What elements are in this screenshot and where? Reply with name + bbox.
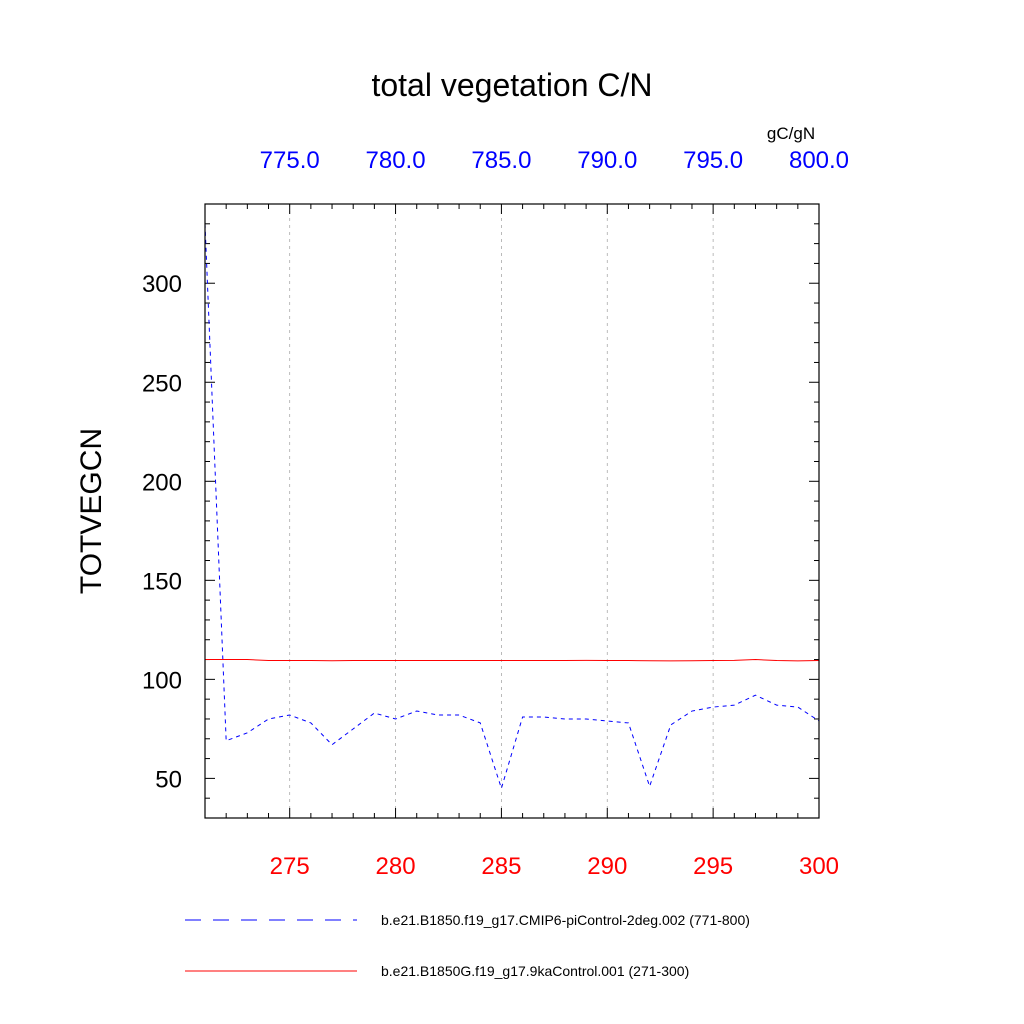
legend-label-2: b.e21.B1850G.f19_g17.9kaControl.001 (271… [381,963,689,979]
x-top-tick-label: 775.0 [260,147,320,174]
legend-label-1: b.e21.B1850.f19_g17.CMIP6-piControl-2deg… [381,912,750,928]
y-tick-label: 150 [142,568,182,595]
x-top-tick-label: 800.0 [789,147,849,174]
x-top-tick-label: 790.0 [577,147,637,174]
legend: b.e21.B1850.f19_g17.CMIP6-piControl-2deg… [185,912,750,979]
y-tick-label: 50 [155,766,182,793]
series-line-1 [204,223,820,790]
x-top-tick-label: 780.0 [366,147,426,174]
x-bottom-tick-label: 300 [799,853,839,880]
x-bottom-tick-label: 295 [693,853,733,880]
x-top-tick-label: 795.0 [683,147,743,174]
labels-layer: 50 100 150 200 250 300 275 280 285 290 295 300 775.0… [142,147,849,880]
y-tick-label: 250 [142,370,182,397]
y-axis-label: TOTVEGCN [75,428,108,594]
x-bottom-tick-label: 290 [587,853,627,880]
y-tick-label: 200 [142,469,182,496]
grid-layer [289,204,714,818]
x-bottom-tick-label: 280 [376,853,416,880]
series-line-2 [205,659,820,662]
x-bottom-tick-label: 285 [481,853,521,880]
plot-frame [204,203,820,819]
x-top-tick-label: 785.0 [471,147,531,174]
series-layer [204,223,820,790]
chart-title: total vegetation C/N [371,67,652,103]
x-bottom-tick-label: 275 [270,853,310,880]
ticks-layer [204,203,820,819]
y-tick-label: 300 [142,271,182,298]
y-tick-label: 100 [142,667,182,694]
units-label: gC/gN [767,124,815,143]
